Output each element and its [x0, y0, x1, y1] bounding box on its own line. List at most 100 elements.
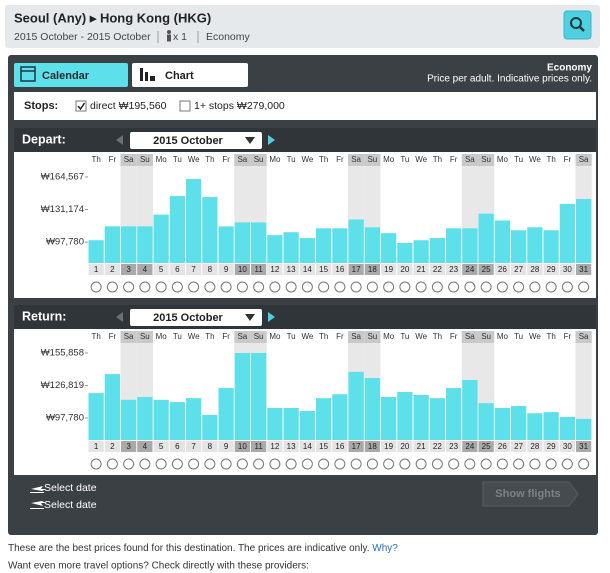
price-bar[interactable]	[429, 398, 445, 440]
price-bar[interactable]	[121, 226, 137, 263]
price-bar[interactable]	[332, 228, 348, 263]
price-bar[interactable]	[153, 399, 169, 440]
chart-tab[interactable]: Chart	[132, 63, 248, 87]
date-radio[interactable]	[188, 281, 200, 293]
date-radio[interactable]	[106, 458, 118, 470]
price-bar[interactable]	[186, 398, 202, 440]
date-radio[interactable]	[578, 458, 590, 470]
date-radio[interactable]	[350, 281, 362, 293]
price-bar[interactable]	[397, 391, 413, 440]
price-bar[interactable]	[527, 413, 543, 440]
price-bar[interactable]	[104, 374, 120, 440]
date-radio[interactable]	[253, 281, 265, 293]
price-bar[interactable]	[202, 197, 218, 263]
price-bar[interactable]	[267, 235, 283, 263]
date-radio[interactable]	[366, 281, 378, 293]
price-bar[interactable]	[137, 397, 153, 440]
date-radio[interactable]	[220, 458, 232, 470]
date-radio[interactable]	[545, 458, 557, 470]
price-bar[interactable]	[283, 407, 299, 440]
why-link[interactable]: Why?	[372, 543, 398, 554]
price-bar[interactable]	[299, 238, 315, 263]
price-bar[interactable]	[234, 222, 250, 263]
price-bar[interactable]	[478, 403, 494, 440]
date-radio[interactable]	[513, 458, 525, 470]
next-month[interactable]	[268, 135, 275, 145]
checkbox[interactable]	[179, 100, 191, 112]
price-bar[interactable]	[446, 388, 462, 440]
date-radio[interactable]	[155, 458, 167, 470]
price-bar[interactable]	[218, 226, 234, 263]
price-bar[interactable]	[381, 397, 397, 440]
price-bar[interactable]	[234, 352, 250, 440]
price-bar[interactable]	[218, 388, 234, 440]
price-bar[interactable]	[543, 412, 559, 440]
price-bar[interactable]	[251, 352, 267, 440]
date-radio[interactable]	[383, 458, 395, 470]
date-radio[interactable]	[171, 281, 183, 293]
date-radio[interactable]	[139, 281, 151, 293]
date-radio[interactable]	[431, 458, 443, 470]
price-bar[interactable]	[429, 238, 445, 263]
date-radio[interactable]	[399, 458, 411, 470]
price-bar[interactable]	[121, 399, 137, 440]
date-radio[interactable]	[155, 281, 167, 293]
date-radio[interactable]	[204, 458, 216, 470]
date-radio[interactable]	[464, 281, 476, 293]
price-bar[interactable]	[316, 398, 332, 440]
date-radio[interactable]	[171, 458, 183, 470]
price-bar[interactable]	[169, 402, 185, 440]
date-radio[interactable]	[431, 281, 443, 293]
date-radio[interactable]	[496, 458, 508, 470]
price-bar[interactable]	[364, 227, 380, 263]
price-bar[interactable]	[169, 196, 185, 263]
price-bar[interactable]	[153, 214, 169, 263]
date-radio[interactable]	[529, 458, 541, 470]
date-radio[interactable]	[123, 281, 135, 293]
date-radio[interactable]	[383, 281, 395, 293]
price-bar[interactable]	[446, 228, 462, 263]
date-radio[interactable]	[334, 281, 346, 293]
price-bar[interactable]	[202, 414, 218, 440]
price-bar[interactable]	[364, 378, 380, 440]
price-bar[interactable]	[478, 213, 494, 263]
date-radio[interactable]	[334, 458, 346, 470]
date-radio[interactable]	[513, 281, 525, 293]
price-bar[interactable]	[348, 371, 364, 440]
date-radio[interactable]	[253, 458, 265, 470]
price-bar[interactable]	[186, 178, 202, 263]
date-radio[interactable]	[123, 458, 135, 470]
search-button[interactable]	[563, 10, 592, 40]
date-radio[interactable]	[561, 458, 573, 470]
date-radio[interactable]	[301, 458, 313, 470]
price-bar[interactable]	[462, 380, 478, 440]
date-radio[interactable]	[415, 281, 427, 293]
price-bar[interactable]	[559, 203, 575, 263]
price-bar[interactable]	[348, 219, 364, 263]
date-radio[interactable]	[529, 281, 541, 293]
price-bar[interactable]	[316, 228, 332, 263]
price-bar[interactable]	[511, 230, 527, 263]
price-bar[interactable]	[527, 227, 543, 263]
date-radio[interactable]	[578, 281, 590, 293]
date-radio[interactable]	[269, 458, 281, 470]
price-bar[interactable]	[299, 411, 315, 440]
date-radio[interactable]	[464, 458, 476, 470]
date-radio[interactable]	[236, 281, 248, 293]
date-radio[interactable]	[480, 458, 492, 470]
date-radio[interactable]	[269, 281, 281, 293]
price-bar[interactable]	[494, 407, 510, 440]
price-bar[interactable]	[283, 232, 299, 263]
price-bar[interactable]	[332, 394, 348, 440]
date-radio[interactable]	[448, 458, 460, 470]
date-radio[interactable]	[366, 458, 378, 470]
date-radio[interactable]	[220, 281, 232, 293]
price-bar[interactable]	[494, 220, 510, 263]
price-bar[interactable]	[576, 198, 592, 263]
price-bar[interactable]	[543, 230, 559, 263]
checkbox[interactable]	[75, 100, 87, 112]
price-bar[interactable]	[251, 222, 267, 263]
price-bar[interactable]	[576, 418, 592, 440]
date-radio[interactable]	[90, 458, 102, 470]
date-radio[interactable]	[106, 281, 118, 293]
